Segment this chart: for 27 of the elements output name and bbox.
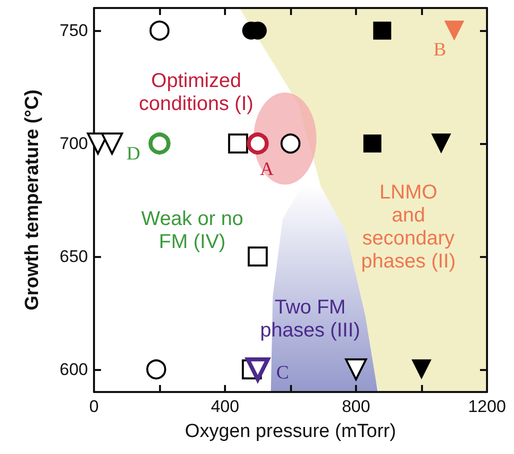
x-tick-label: 400 xyxy=(210,397,240,416)
point xyxy=(363,134,382,153)
y-tick-label: 650 xyxy=(60,246,88,266)
x-axis-title: Oxygen pressure (mTorr) xyxy=(184,421,396,442)
point xyxy=(412,359,432,380)
annotation: Weak or no FM (IV) xyxy=(141,208,244,254)
x-tick-label: 800 xyxy=(342,397,370,416)
point xyxy=(345,358,367,380)
annotation: A xyxy=(260,158,274,180)
annotation: LNMO and secondary phases (II) xyxy=(361,181,456,272)
point xyxy=(373,22,392,40)
y-axis-title: Growth temperature (°C) xyxy=(22,90,43,310)
point xyxy=(444,20,464,41)
y-tick-label: 600 xyxy=(60,360,88,379)
y-tick-label: 750 xyxy=(60,21,88,40)
point xyxy=(246,132,269,155)
annotation: Optimized conditions (I) xyxy=(138,70,254,115)
annotation: Two FM phases (III) xyxy=(260,296,360,342)
point xyxy=(148,132,170,155)
point xyxy=(280,134,300,154)
x-tick-label: 1200 xyxy=(468,397,506,416)
annotation: B xyxy=(433,40,446,61)
annotation: C xyxy=(276,362,289,384)
point xyxy=(431,134,452,154)
annotation: D xyxy=(126,143,140,164)
x-tick-label: 0 xyxy=(89,397,99,416)
y-tick-label: 700 xyxy=(60,134,88,154)
